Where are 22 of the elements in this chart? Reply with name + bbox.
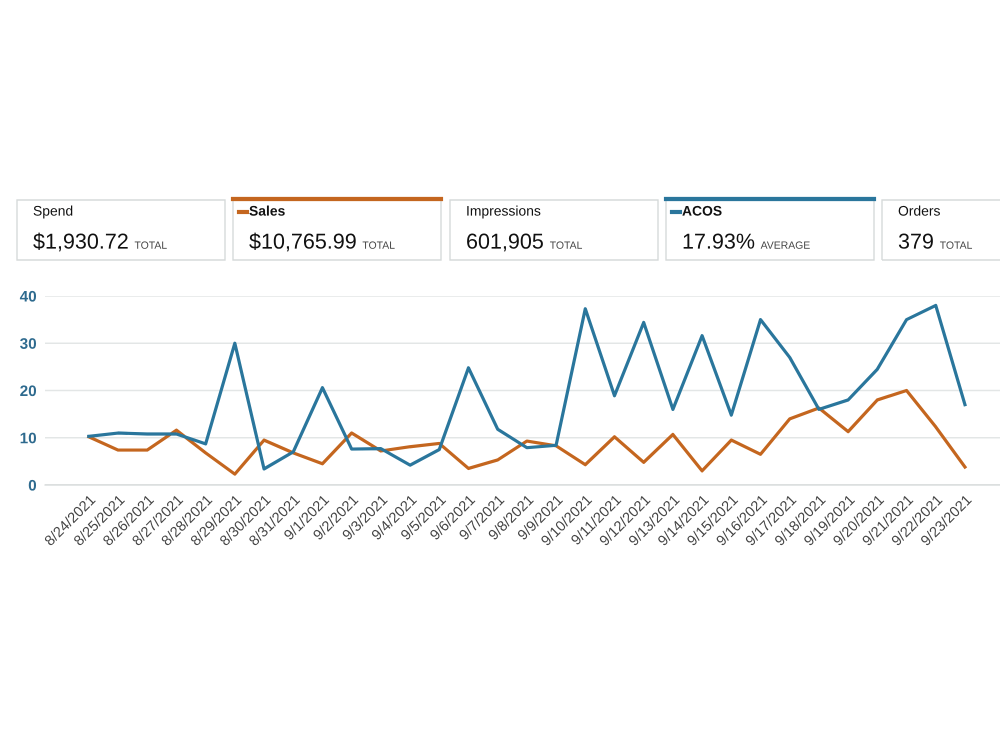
- text: Spend: [34, 206, 72, 218]
- text: Impressions: [467, 206, 540, 218]
- y-tick-label: 40: [20, 290, 36, 302]
- text: TOTAL: [550, 241, 582, 249]
- text: 601,905: [467, 234, 543, 252]
- text: $10,765.99: [249, 232, 356, 252]
- text: AVERAGE: [760, 241, 810, 249]
- legend-label: Sales: [249, 206, 285, 216]
- text: 17.93%: [684, 234, 754, 249]
- y-tick-label: 30: [20, 338, 36, 349]
- y-tick-label: 10: [20, 432, 36, 444]
- legend-label: ACOS: [682, 206, 722, 216]
- text: 379: [898, 234, 933, 249]
- y-tick-label: 0: [28, 480, 36, 491]
- y-tick-label: 20: [20, 385, 36, 396]
- line-series: [87, 304, 967, 471]
- text: Orders: [898, 206, 940, 216]
- text: TOTAL: [362, 241, 395, 249]
- text: TOTAL: [940, 241, 972, 249]
- line-series: [87, 388, 967, 476]
- text: TOTAL: [134, 241, 167, 249]
- text: $1,930.72: [33, 232, 128, 252]
